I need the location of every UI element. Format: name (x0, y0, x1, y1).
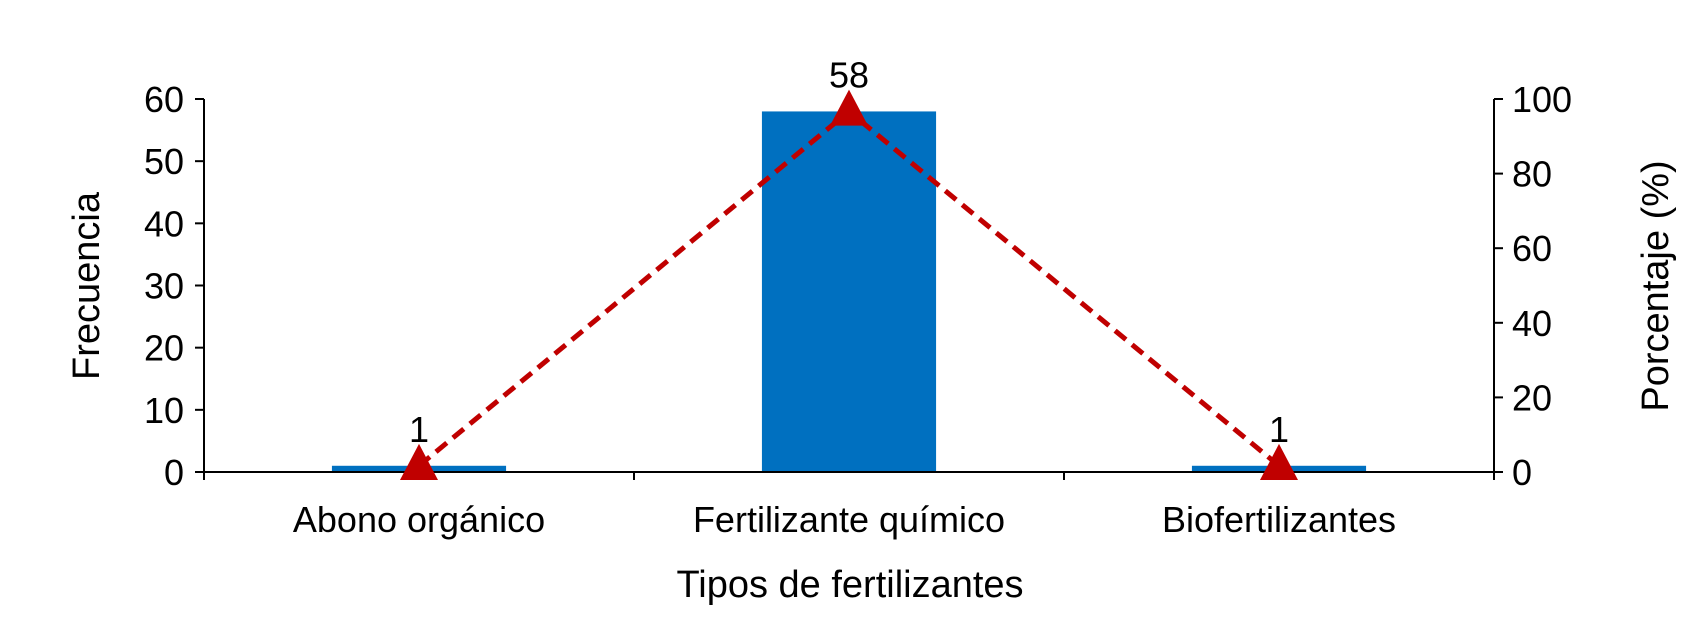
right-tick-label: 100 (1512, 79, 1572, 120)
right-y-axis: 0 20 40 60 80 100 (1493, 79, 1572, 493)
y2-axis-title: Porcentaje (%) (1635, 160, 1677, 411)
left-tick-label: 20 (144, 328, 184, 369)
right-tick-label: 80 (1512, 154, 1552, 195)
left-tick-label: 10 (144, 390, 184, 431)
bar (761, 111, 937, 472)
triangle-marker (830, 89, 868, 126)
y-axis-title: Frecuencia (66, 191, 108, 380)
percentage-line-series (400, 89, 1298, 481)
triangle-marker (400, 443, 438, 481)
right-tick-label: 40 (1512, 303, 1552, 344)
left-ticks: 0 10 20 30 40 50 60 (144, 79, 204, 493)
x-axis-title: Tipos de fertilizantes (676, 564, 1023, 606)
left-y-axis: 0 10 20 30 40 50 60 (144, 79, 205, 493)
bar-value-label: 1 (409, 409, 429, 450)
left-tick-label: 40 (144, 203, 184, 244)
left-tick-label: 50 (144, 141, 184, 182)
triangle-marker (1260, 443, 1298, 481)
bar-value-label: 1 (1269, 409, 1289, 450)
bar-series (331, 111, 1367, 472)
x-tick-label: Fertilizante químico (693, 499, 1005, 540)
left-tick-label: 30 (144, 266, 184, 307)
right-tick-label: 60 (1512, 228, 1552, 269)
right-ticks: 0 20 40 60 80 100 (1494, 79, 1572, 493)
right-tick-label: 20 (1512, 377, 1552, 418)
x-tick-label: Abono orgánico (293, 499, 545, 540)
left-tick-label: 0 (164, 452, 184, 493)
x-ticks: Abono orgánico Fertilizante químico Biofer… (203, 472, 1495, 540)
left-tick-label: 60 (144, 79, 184, 120)
right-tick-label: 0 (1512, 452, 1532, 493)
x-tick-label: Biofertilizantes (1162, 499, 1396, 540)
bar-value-label: 58 (829, 54, 869, 95)
